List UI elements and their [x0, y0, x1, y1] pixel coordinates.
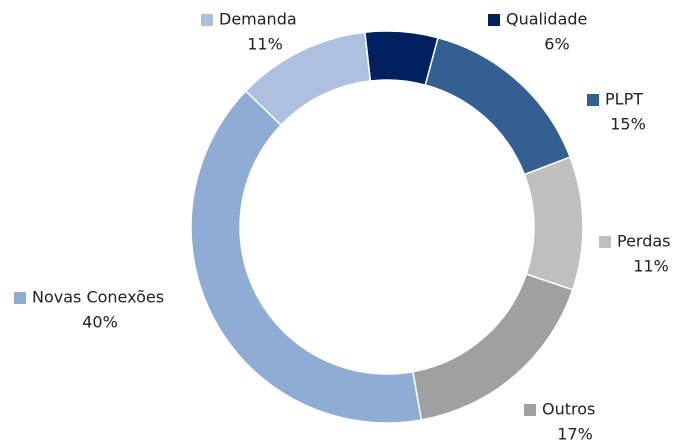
value-label: 6%	[544, 35, 569, 54]
donut-segment	[190, 90, 423, 424]
value-label: 40%	[82, 313, 118, 332]
donut-segment	[523, 156, 584, 291]
legend-swatch	[14, 292, 26, 304]
category-label: Perdas	[617, 232, 671, 251]
value-label: 11%	[247, 35, 283, 54]
legend-swatch	[201, 14, 213, 26]
legend-swatch	[587, 94, 599, 106]
category-label: Qualidade	[506, 10, 587, 29]
value-label: 17%	[557, 425, 593, 442]
donut-segment	[411, 273, 574, 421]
donut-segment	[244, 31, 372, 127]
legend-swatch	[524, 404, 536, 416]
category-label: Novas Conexões	[32, 288, 164, 307]
donut-segment	[424, 36, 572, 176]
value-label: 11%	[633, 257, 669, 276]
category-label: Demanda	[219, 10, 297, 29]
legend-swatch	[488, 14, 500, 26]
value-label: 15%	[610, 115, 646, 134]
legend-swatch	[599, 236, 611, 248]
category-label: PLPT	[605, 90, 643, 109]
category-label: Outros	[542, 400, 595, 419]
